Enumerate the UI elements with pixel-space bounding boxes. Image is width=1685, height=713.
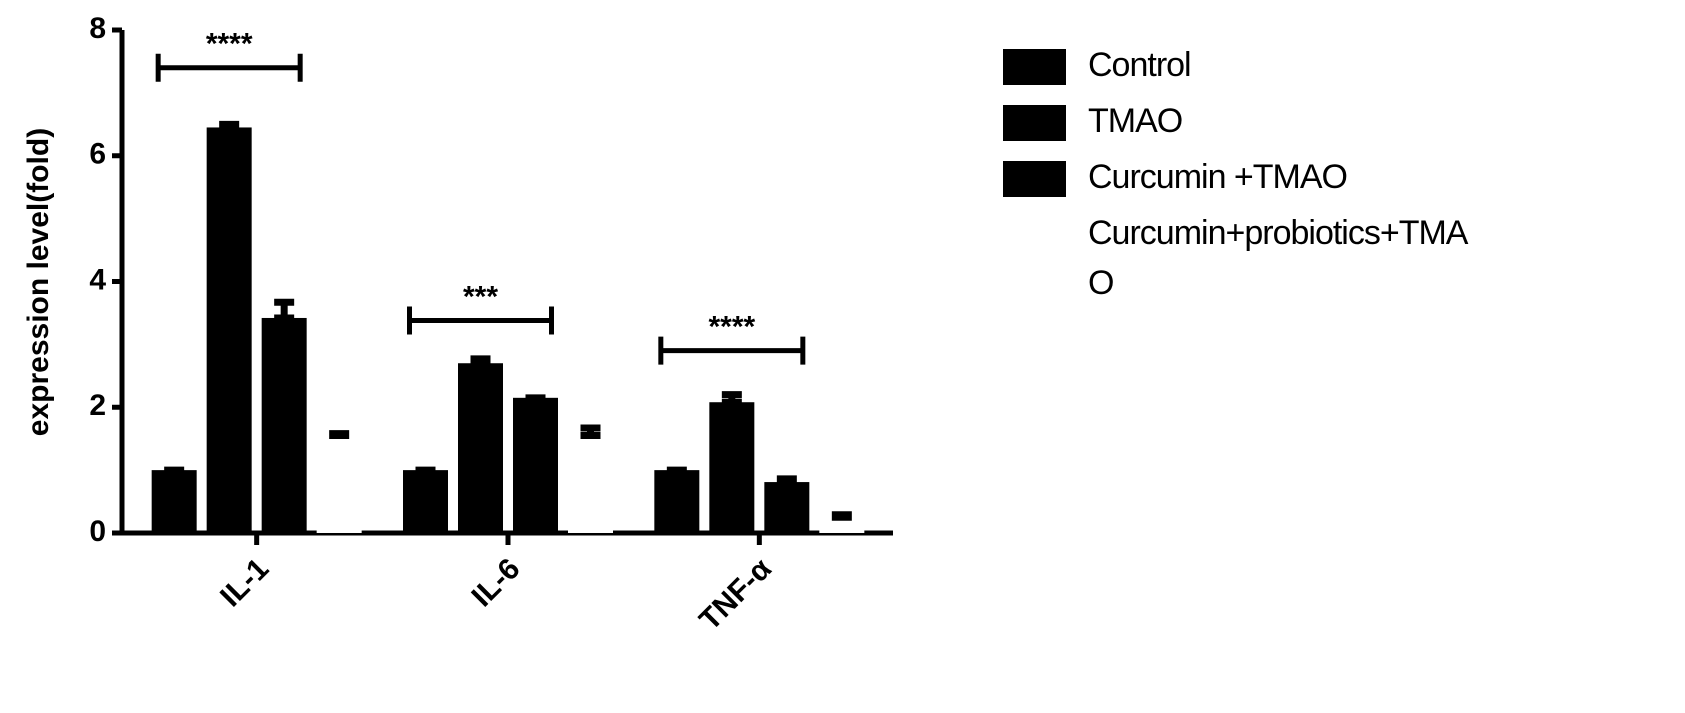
bar [513, 397, 558, 533]
significance-bracket [407, 306, 554, 335]
error-bar [831, 511, 852, 521]
y-tick-label: 0 [89, 515, 106, 548]
legend-swatch [1003, 49, 1066, 85]
error-bar [580, 424, 601, 440]
x-tick-label: IL-1 [214, 552, 275, 613]
significance-label: **** [708, 311, 755, 344]
legend-swatch [1003, 217, 1066, 253]
legend-swatch [1003, 161, 1066, 197]
bar [764, 482, 810, 533]
y-tick-label: 6 [89, 138, 106, 171]
legend-swatch [1003, 105, 1066, 141]
bar [568, 435, 613, 533]
bar [819, 517, 865, 533]
error-bar [415, 466, 436, 474]
error-bar [329, 430, 350, 440]
bar [261, 317, 307, 533]
x-tick-label: IL-6 [465, 552, 526, 613]
bar [458, 363, 503, 533]
bar [654, 470, 700, 533]
bar [709, 402, 755, 533]
bar [151, 470, 197, 533]
error-bar [164, 466, 185, 474]
legend-label: TMAO [1088, 102, 1183, 140]
legend-label: Control [1088, 46, 1192, 84]
error-bar [219, 120, 240, 131]
legend-label: Curcumin +TMAO [1088, 158, 1348, 196]
error-bar [666, 466, 687, 474]
bar [403, 470, 448, 533]
significance-bracket [658, 336, 806, 365]
error-bar [470, 355, 491, 367]
significance-label: *** [463, 280, 498, 313]
x-tick-label: TNF-α [693, 552, 778, 637]
bar [206, 127, 252, 534]
legend-label: Curcumin+probiotics+TMAO [1088, 214, 1468, 302]
y-axis-label: expression level(fold) [22, 128, 55, 436]
significance-bracket [155, 53, 303, 82]
error-bar [776, 475, 797, 486]
y-tick-label: 4 [89, 263, 106, 296]
y-tick-label: 8 [89, 12, 106, 45]
error-bar [274, 298, 295, 322]
error-bar [721, 391, 742, 406]
error-bar [525, 394, 546, 402]
significance-label: **** [206, 28, 253, 61]
y-tick-label: 2 [89, 389, 106, 422]
bar [316, 435, 362, 533]
